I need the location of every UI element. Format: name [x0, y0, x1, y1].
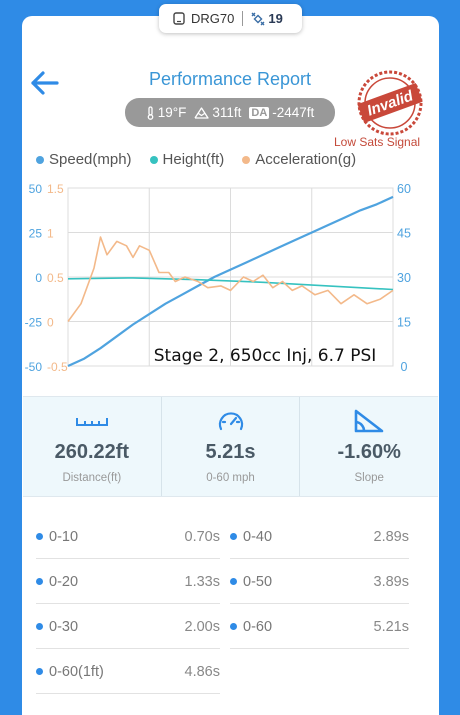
legend-acceleration[interactable]: Acceleration(g): [242, 151, 356, 168]
time-label: 0-60(1ft): [49, 663, 104, 680]
distance-label: Distance(ft): [62, 472, 122, 484]
table-row: 0-10 0.70s 0-40 2.89s: [36, 515, 416, 560]
accel-tick-label: 1: [47, 227, 54, 241]
slope-label: Slope: [354, 472, 384, 484]
height-tick-label: 50: [29, 182, 43, 196]
height-tick-label: -25: [25, 316, 43, 330]
zero-sixty-label: 0-60 mph: [206, 472, 255, 484]
time-label: 0-60: [243, 618, 273, 635]
height-tick-label: -50: [25, 360, 43, 374]
accel-tick-label: 0: [47, 316, 54, 330]
bullet-icon: [230, 533, 237, 540]
chart-legend: Speed(mph) Height(ft) Acceleration(g): [36, 151, 356, 168]
height-series-line: [67, 277, 394, 291]
bullet-icon: [36, 668, 43, 675]
performance-chart[interactable]: 50 25 0 -25 -50 1.5 1 0.5 0 -0.5 60 45 30 15 0 Stage 2,…: [0, 176, 460, 388]
chart-overlay-text: Stage 2, 650cc Inj, 6.7 PSI: [154, 346, 377, 366]
device-name: DRG70: [191, 11, 235, 26]
speed-series-line: [67, 195, 394, 368]
interval-times: 0-10 0.70s 0-40 2.89s 0-20 1.33s 0-50 3.89s …: [36, 515, 416, 695]
invalid-stamp: Invalid: [355, 69, 425, 142]
accel-tick-label: 1.5: [47, 182, 64, 196]
time-value: 0.70s: [184, 528, 220, 545]
thermometer-icon: [147, 105, 154, 120]
temperature: 19°F: [146, 105, 187, 120]
legend-acceleration-label: Acceleration(g): [255, 151, 357, 168]
time-0-20: 0-20 1.33s: [36, 560, 220, 604]
device-pill[interactable]: DRG70 19: [159, 4, 302, 33]
speed-tick-label: 30: [397, 271, 411, 285]
slope-icon: [354, 409, 384, 433]
ruler-icon: [75, 418, 108, 426]
time-label: 0-50: [243, 573, 273, 590]
stat-zero-sixty: 5.21s 0-60 mph: [162, 397, 301, 496]
altitude-value: 311ft: [212, 105, 242, 120]
pill-divider: [242, 11, 244, 26]
back-arrow-icon: [31, 71, 59, 95]
time-value: 1.33s: [184, 573, 220, 590]
legend-acceleration-dot: [242, 155, 251, 164]
time-label: 0-10: [49, 528, 79, 545]
time-0-50: 0-50 3.89s: [230, 560, 409, 604]
conditions-pill: 19°F 311ft DA -2447ft: [125, 98, 335, 127]
accel-tick-label: -0.5: [47, 360, 68, 374]
accel-tick-label: 0.5: [47, 271, 64, 285]
legend-height[interactable]: Height(ft): [149, 151, 225, 168]
stats-panel: 260.22ft Distance(ft) 5.21s 0-60 mph -1.…: [23, 396, 438, 497]
speed-tick-label: 15: [397, 316, 411, 330]
mountain-icon: [194, 106, 210, 119]
speed-tick-label: 0: [401, 360, 408, 374]
time-0-60: 0-60 5.21s: [230, 605, 409, 649]
satellite-count: 19: [268, 11, 283, 26]
height-tick-label: 25: [29, 227, 43, 241]
time-0-10: 0-10 0.70s: [36, 515, 220, 559]
time-value: 5.21s: [373, 618, 409, 635]
low-sats-warning: Low Sats Signal: [334, 135, 421, 149]
time-0-30: 0-30 2.00s: [36, 605, 220, 649]
slope-value: -1.60%: [337, 441, 401, 463]
legend-speed-dot: [36, 155, 44, 164]
table-row: 0-60(1ft) 4.86s: [36, 650, 416, 695]
time-label: 0-40: [243, 528, 273, 545]
bullet-icon: [36, 623, 43, 630]
bullet-icon: [230, 623, 237, 630]
back-button[interactable]: [30, 70, 60, 101]
acceleration-series-line: [67, 236, 394, 322]
zero-sixty-value: 5.21s: [205, 441, 256, 463]
satellite-icon: [251, 12, 265, 25]
time-0-60-1ft: 0-60(1ft) 4.86s: [36, 650, 220, 694]
speed-tick-label: 60: [397, 182, 411, 196]
speed-tick-label: 45: [397, 227, 411, 241]
time-value: 2.00s: [184, 618, 220, 635]
legend-height-dot: [149, 155, 158, 164]
altitude: 311ft: [194, 105, 241, 120]
time-0-40: 0-40 2.89s: [230, 515, 409, 559]
density-altitude: DA -2447ft: [249, 105, 314, 120]
stamp-text: Invalid: [365, 87, 416, 120]
time-value: 3.89s: [373, 573, 409, 590]
speedometer-icon: [218, 412, 243, 431]
da-label: DA: [249, 106, 270, 119]
legend-height-label: Height(ft): [162, 151, 225, 168]
table-row: 0-20 1.33s 0-50 3.89s: [36, 560, 416, 605]
time-value: 4.86s: [184, 663, 220, 680]
height-tick-label: 0: [35, 271, 42, 285]
density-altitude-value: -2447ft: [272, 105, 315, 120]
legend-speed[interactable]: Speed(mph): [36, 151, 132, 168]
page-title: Performance Report: [148, 69, 312, 89]
bullet-icon: [36, 533, 43, 540]
bullet-icon: [230, 578, 237, 585]
distance-value: 260.22ft: [54, 441, 130, 463]
time-value: 2.89s: [373, 528, 409, 545]
temperature-value: 19°F: [157, 105, 187, 120]
legend-speed-label: Speed(mph): [49, 151, 132, 168]
time-label: 0-30: [49, 618, 79, 635]
stat-distance: 260.22ft Distance(ft): [23, 397, 162, 496]
bullet-icon: [36, 578, 43, 585]
time-label: 0-20: [49, 573, 79, 590]
stat-slope: -1.60% Slope: [300, 397, 438, 496]
table-row: 0-30 2.00s 0-60 5.21s: [36, 605, 416, 650]
device-icon: [173, 12, 185, 25]
